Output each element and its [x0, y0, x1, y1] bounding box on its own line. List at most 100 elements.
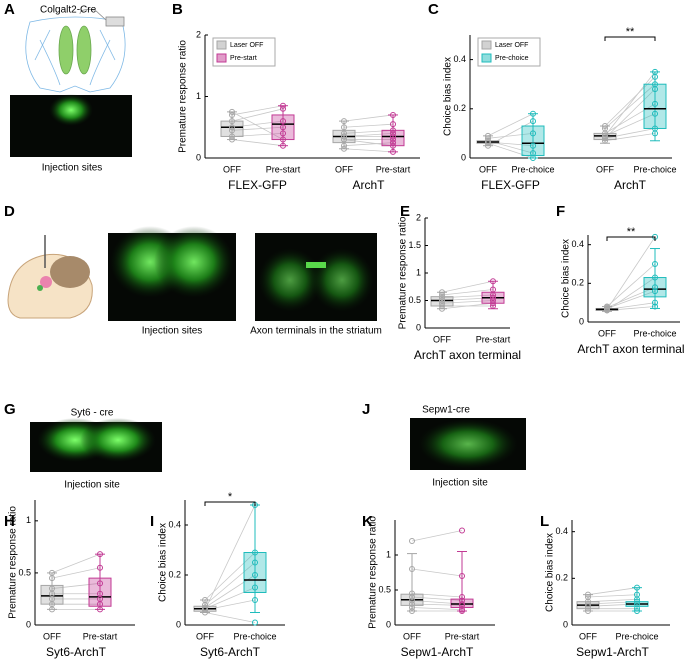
data-point	[409, 597, 415, 604]
data-point	[634, 584, 640, 591]
pair-line	[51, 567, 101, 579]
x-tick-label: Pre-start	[445, 631, 480, 641]
y-tick-label: 1	[26, 515, 31, 525]
y-tick-label: 0	[461, 152, 466, 162]
y-axis-label: Premature response ratio	[368, 516, 379, 629]
data-point	[604, 303, 610, 310]
data-point	[652, 110, 658, 117]
group-label: ArchT	[352, 178, 385, 192]
legend-label: Pre-start	[230, 55, 257, 62]
data-point	[390, 142, 396, 149]
significance-bracket	[204, 501, 256, 506]
pair-line	[343, 148, 394, 153]
pair-line	[343, 114, 394, 122]
data-point	[634, 598, 640, 605]
panel-letter: A	[4, 1, 15, 18]
pair-line	[606, 290, 656, 309]
pair-line	[587, 587, 638, 596]
pair-line	[604, 71, 656, 137]
panel-letter: G	[4, 401, 16, 418]
panel-letter: H	[4, 513, 15, 530]
data-point	[390, 111, 396, 118]
data-point	[485, 142, 491, 149]
box	[271, 114, 295, 141]
legend-label: Laser OFF	[230, 42, 263, 49]
x-tick-label: Pre-start	[476, 334, 511, 344]
y-axis-label: Choice bias index	[561, 239, 572, 318]
x-tick-label: Pre-choice	[633, 328, 676, 338]
x-tick-label: OFF	[403, 631, 421, 641]
y-tick-label: 0.2	[555, 573, 568, 583]
group-label: Sepw1-ArchT	[401, 645, 474, 659]
pair-line	[604, 83, 656, 129]
pair-line	[231, 105, 284, 116]
data-point	[530, 118, 536, 125]
data-point	[459, 606, 465, 613]
data-point	[390, 133, 396, 140]
caption: Colgalt2-Cre	[40, 5, 97, 16]
caption: Syt6 - cre	[71, 408, 114, 419]
data-point	[602, 125, 608, 132]
y-tick-label: 2	[196, 29, 201, 39]
x-tick-label: Pre-start	[83, 631, 118, 641]
data-point	[229, 124, 235, 131]
significance-label: **	[626, 26, 635, 38]
data-point	[459, 597, 465, 604]
data-point	[652, 303, 658, 310]
y-axis-label: Choice bias index	[545, 533, 556, 612]
data-point	[602, 135, 608, 142]
caption: Injection site	[432, 478, 488, 489]
data-point	[459, 573, 465, 579]
data-point	[252, 559, 258, 566]
group-label: FLEX-GFP	[481, 178, 540, 192]
pair-line	[231, 126, 284, 131]
y-tick-label: 0	[579, 316, 584, 326]
data-point	[459, 527, 465, 534]
data-point	[585, 591, 591, 598]
pair-line	[604, 113, 656, 137]
data-point	[485, 135, 491, 142]
data-point	[49, 569, 55, 576]
y-tick-label: 0.4	[453, 54, 466, 64]
legend-swatch	[481, 40, 492, 50]
panel-letter: C	[428, 1, 439, 18]
pair-line	[604, 76, 656, 127]
x-tick-label: OFF	[598, 328, 616, 338]
data-point	[341, 124, 347, 131]
data-point	[459, 594, 465, 600]
data-point	[652, 100, 658, 107]
y-axis-label: Premature response ratio	[178, 40, 189, 153]
data-point	[341, 133, 347, 140]
pair-line	[606, 236, 656, 310]
data-point	[530, 130, 536, 137]
data-point	[530, 142, 536, 149]
y-tick-label: 0	[176, 619, 181, 629]
pair-line	[441, 289, 494, 296]
data-point	[409, 608, 415, 614]
significance-label: *	[228, 491, 233, 503]
data-point	[652, 86, 658, 93]
data-point	[229, 118, 235, 125]
data-point	[229, 127, 235, 134]
data-point	[280, 105, 286, 112]
y-tick-label: 1	[196, 91, 201, 101]
pair-line	[441, 302, 494, 310]
pair-line	[606, 263, 656, 307]
data-point	[341, 118, 347, 125]
panel-letter: J	[362, 401, 370, 418]
data-point	[229, 111, 235, 118]
data-point	[252, 597, 258, 603]
data-point	[652, 284, 658, 291]
x-tick-label: OFF	[196, 631, 214, 641]
x-tick-label: Pre-start	[376, 164, 411, 174]
pair-line	[411, 607, 463, 610]
x-tick-label: OFF	[579, 631, 597, 641]
y-axis-label: Choice bias index	[158, 523, 169, 602]
mouse-schematic	[7, 235, 93, 319]
data-point	[280, 142, 286, 149]
data-point	[652, 261, 658, 267]
x-tick-label: Pre-start	[266, 164, 301, 174]
y-tick-label: 1.5	[408, 240, 421, 250]
pair-line	[204, 504, 256, 611]
